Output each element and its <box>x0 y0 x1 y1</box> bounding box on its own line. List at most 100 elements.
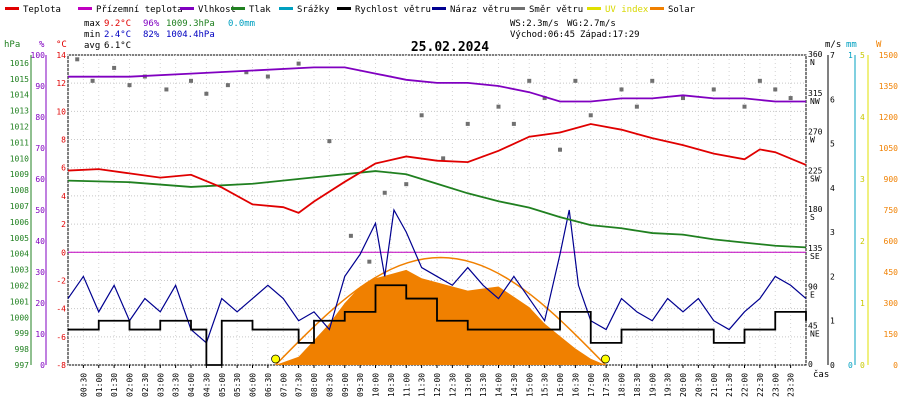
legend-label-1: Přízemní teplota <box>96 5 183 15</box>
pct-tick-label: 0 <box>40 361 45 370</box>
time-tick-label: 23:00 <box>771 373 780 397</box>
dir-tick-label: NW <box>810 97 820 106</box>
stats-max-temp: 9.2°C <box>104 19 131 29</box>
wind-direction-point <box>204 91 209 96</box>
info-wg: WG:2.7m/s <box>567 19 616 29</box>
time-tick-label: 06:30 <box>264 373 273 397</box>
degc-tick-label: -4 <box>56 305 66 314</box>
hpa-tick-label: 1009 <box>10 170 29 179</box>
degc-tick-label: -6 <box>56 333 66 342</box>
dir-tick-label: N <box>810 58 815 67</box>
time-tick-label: 22:00 <box>741 373 750 397</box>
wind-direction-point <box>75 57 80 62</box>
time-tick-label: 17:30 <box>602 373 611 397</box>
wind-direction-point <box>112 65 117 70</box>
wind-direction-point <box>511 121 516 126</box>
dir-tick-label: SE <box>810 252 820 261</box>
time-tick-label: 09:00 <box>341 373 350 397</box>
w-tick-label: 1500 <box>879 51 898 60</box>
legend-label-4: Srážky <box>297 5 330 15</box>
hpa-tick-label: 1005 <box>10 234 29 243</box>
legend-label-7: Směr větru <box>529 5 583 15</box>
uv-tick-label: 2 <box>860 237 865 246</box>
wind-direction-point <box>164 87 169 92</box>
wind-direction-point <box>711 87 716 92</box>
time-tick-label: 13:00 <box>464 373 473 397</box>
deg-tick-label: 135 <box>808 244 823 253</box>
time-tick-label: 05:00 <box>218 373 227 397</box>
deg-tick-label: 180 <box>808 205 823 214</box>
w-tick-label: 1050 <box>879 144 898 153</box>
uv-tick-label: 1 <box>860 299 865 308</box>
legend-label-0: Teplota <box>23 5 61 15</box>
time-tick-label: 03:00 <box>156 373 165 397</box>
wind-direction-point <box>650 78 655 83</box>
info-sunset: Západ:17:29 <box>580 30 640 40</box>
wind-direction-point <box>382 190 387 195</box>
time-tick-label: 23:30 <box>787 373 796 397</box>
stats-min-label: min <box>84 30 100 40</box>
stats-max-pres: 1009.3hPa <box>166 19 215 29</box>
deg-tick-label: 90 <box>808 283 818 292</box>
time-tick-label: 16:00 <box>556 373 565 397</box>
stats-panel: max 9.2°C 96% 1009.3hPa 0.0mm min 2.4°C … <box>84 19 255 51</box>
w-tick-label: 150 <box>884 330 899 339</box>
stats-max-rain: 0.0mm <box>228 19 255 29</box>
legend-swatch-2 <box>180 7 194 10</box>
hpa-tick-label: 1012 <box>10 123 29 132</box>
legend-swatch-1 <box>78 7 92 10</box>
pct-tick-label: 20 <box>35 299 45 308</box>
wind-direction-point <box>773 87 778 92</box>
ms-tick-label: 4 <box>830 184 835 193</box>
time-tick-label: 22:30 <box>756 373 765 397</box>
time-tick-label: 21:30 <box>725 373 734 397</box>
wind-direction-point <box>296 61 301 66</box>
ms-tick-label: 7 <box>830 51 835 60</box>
stats-min-hum: 82% <box>143 30 160 40</box>
wind-direction-point <box>404 182 409 187</box>
time-tick-label: 01:30 <box>110 373 119 397</box>
legend-swatch-7 <box>511 7 525 10</box>
pct-tick-label: 70 <box>35 144 45 153</box>
series-line-tlak <box>67 170 807 249</box>
degc-tick-label: 12 <box>56 79 66 88</box>
degc-tick-label: 4 <box>61 192 66 201</box>
wind-direction-point <box>90 78 95 83</box>
time-tick-label: 15:30 <box>541 373 550 397</box>
hpa-tick-label: 1014 <box>10 91 29 100</box>
w-tick-label: 0 <box>893 361 898 370</box>
time-tick-label: 07:30 <box>295 373 304 397</box>
time-tick-label: 18:00 <box>618 373 627 397</box>
hpa-tick-label: 1015 <box>10 75 29 84</box>
pct-unit-label: % <box>39 40 45 50</box>
info-ws: WS:2.3m/s <box>510 19 559 29</box>
uv-tick-label: 3 <box>860 175 865 184</box>
w-tick-label: 1200 <box>879 113 898 122</box>
legend-swatch-6 <box>432 7 446 10</box>
wind-direction-point <box>788 96 793 101</box>
wind-direction-point <box>527 78 532 83</box>
dir-tick-label: SW <box>810 174 820 183</box>
time-tick-label: 08:30 <box>325 373 334 397</box>
hpa-tick-label: 1011 <box>10 138 29 147</box>
mm-tick-label: 0 <box>848 361 853 370</box>
deg-tick-label: 0 <box>808 360 813 369</box>
hpa-tick-label: 1008 <box>10 186 29 195</box>
dir-tick-label: S <box>810 213 815 222</box>
legend-swatch-0 <box>5 7 19 10</box>
legend-label-9: Solar <box>668 5 696 15</box>
time-tick-label: 15:00 <box>525 373 534 397</box>
hpa-tick-label: 1013 <box>10 107 29 116</box>
axis-units: hPa % °C m/s mm W čas <box>4 40 882 380</box>
degc-unit-label: °C <box>56 40 67 50</box>
time-tick-label: 14:30 <box>510 373 519 397</box>
series-line-vlhkost <box>68 66 806 103</box>
time-tick-label: 10:30 <box>387 373 396 397</box>
pct-tick-label: 10 <box>35 330 45 339</box>
hpa-tick-label: 1004 <box>10 250 29 259</box>
ms-tick-label: 2 <box>830 272 835 281</box>
wind-direction-point <box>327 139 332 144</box>
plot-area <box>67 57 807 366</box>
hpa-tick-label: 999 <box>15 329 30 338</box>
degc-tick-label: 8 <box>61 136 66 145</box>
